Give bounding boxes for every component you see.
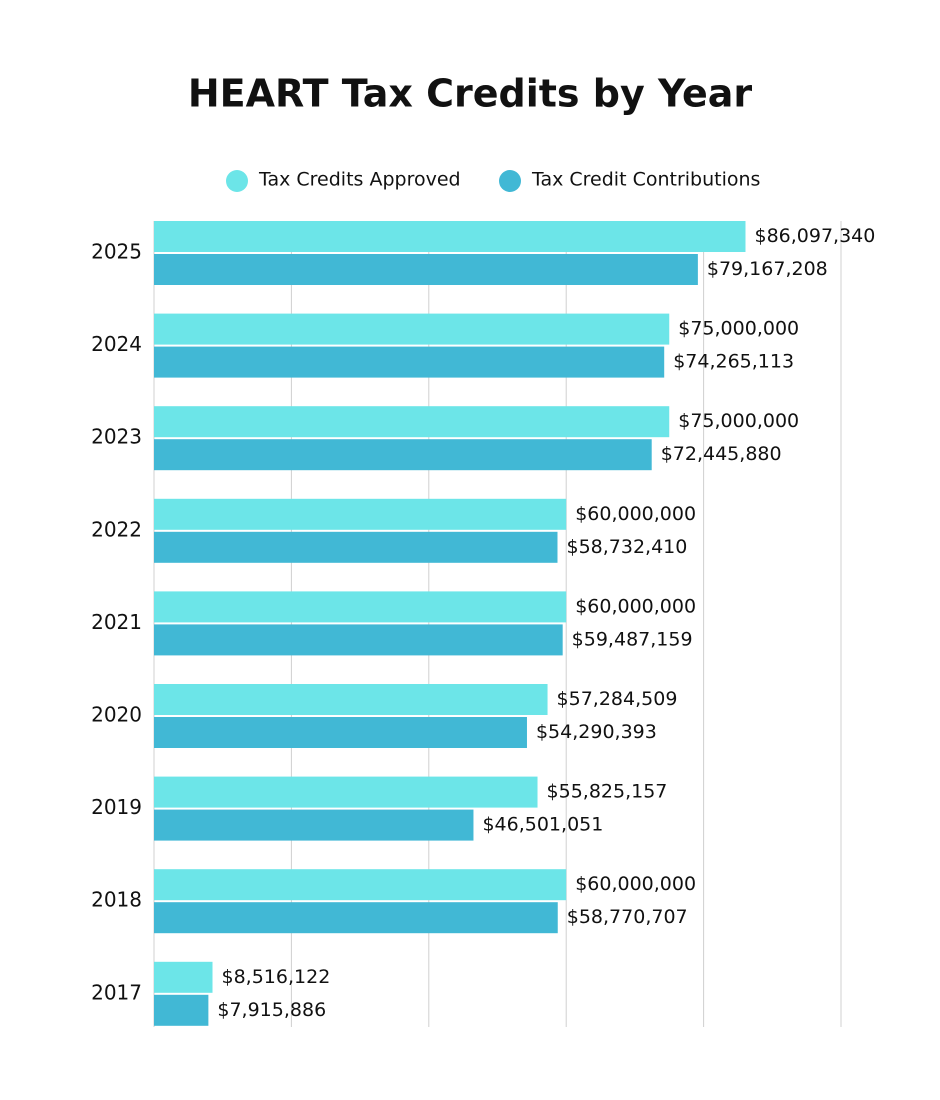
legend-marker (226, 170, 248, 192)
y-tick-label: 2024 (91, 332, 142, 356)
bar (154, 902, 558, 934)
value-label: $7,915,886 (217, 999, 326, 1021)
value-label: $86,097,340 (754, 225, 875, 247)
value-label: $72,445,880 (661, 443, 782, 465)
bar (154, 346, 665, 378)
value-label: $79,167,208 (707, 258, 828, 280)
value-label: $75,000,000 (678, 410, 799, 432)
value-label: $8,516,122 (222, 966, 331, 988)
bar (154, 254, 698, 285)
value-label: $54,290,393 (536, 721, 657, 743)
y-tick-label: 2022 (91, 517, 142, 541)
y-tick-label: 2021 (91, 610, 142, 634)
bar (154, 776, 538, 808)
value-label: $59,487,159 (572, 628, 693, 650)
value-label: $46,501,051 (482, 814, 603, 836)
bar (154, 994, 209, 1026)
bar (154, 717, 527, 748)
y-tick-label: 2019 (91, 795, 142, 819)
value-label: $57,284,509 (557, 688, 678, 710)
value-label: $74,265,113 (673, 351, 794, 373)
value-label: $58,732,410 (566, 536, 687, 558)
bar (154, 961, 213, 993)
bar (154, 406, 670, 438)
y-tick-label: 2020 (91, 703, 142, 727)
legend-marker (499, 170, 521, 192)
bar (154, 591, 567, 623)
y-tick-label: 2018 (91, 888, 142, 912)
value-label: $60,000,000 (575, 503, 696, 525)
bar (154, 624, 563, 656)
bar (154, 531, 558, 563)
bar (154, 439, 652, 471)
bar (154, 498, 567, 530)
y-tick-label: 2025 (91, 240, 142, 264)
bar (154, 221, 746, 252)
chart-title: HEART Tax Credits by Year (188, 72, 753, 116)
legend-label: Tax Credits Approved (258, 169, 461, 191)
value-label: $58,770,707 (567, 906, 688, 928)
y-tick-label: 2017 (91, 980, 142, 1004)
bar (154, 313, 670, 345)
bar (154, 869, 567, 901)
value-label: $55,825,157 (547, 781, 668, 803)
y-tick-label: 2023 (91, 425, 142, 449)
bar (154, 809, 474, 841)
bar (154, 684, 548, 715)
legend-label: Tax Credit Contributions (531, 169, 760, 191)
value-label: $75,000,000 (678, 318, 799, 340)
value-label: $60,000,000 (575, 595, 696, 617)
value-label: $60,000,000 (575, 873, 696, 895)
